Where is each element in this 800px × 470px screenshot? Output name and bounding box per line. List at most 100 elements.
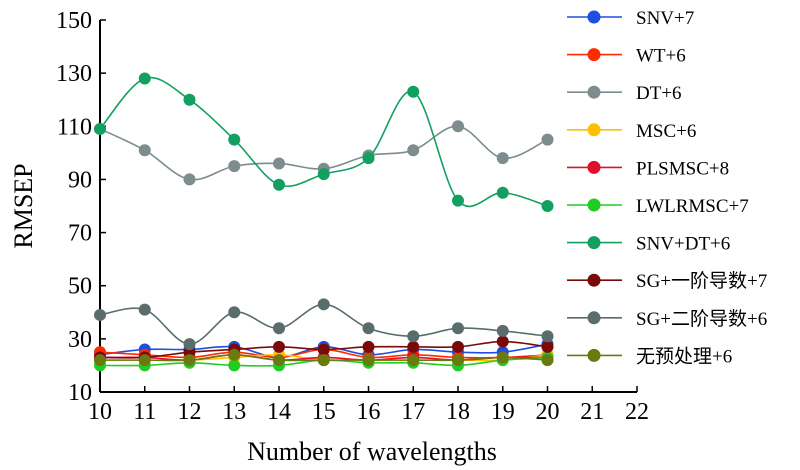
- data-point: [407, 330, 420, 343]
- legend-item: SG+二阶导数+6: [567, 308, 767, 330]
- data-point: [94, 354, 106, 367]
- legend-label: SG+一阶导数+7: [636, 270, 767, 292]
- x-tick-label: 19: [491, 399, 515, 425]
- legend-label: 无预处理+6: [636, 345, 732, 367]
- data-point: [228, 133, 241, 146]
- data-point: [228, 160, 241, 173]
- legend-item: 无预处理+6: [567, 345, 732, 367]
- x-tick-label: 16: [357, 399, 381, 425]
- data-point: [496, 186, 509, 199]
- data-point: [273, 354, 285, 367]
- data-point: [273, 157, 285, 170]
- y-tick-label: 90: [68, 167, 92, 193]
- data-point: [183, 338, 196, 351]
- legend-marker: [587, 123, 601, 137]
- data-point: [228, 359, 241, 372]
- data-point: [183, 173, 196, 186]
- data-point: [541, 354, 554, 367]
- data-point: [138, 144, 151, 157]
- data-point: [273, 178, 285, 191]
- data-point: [496, 351, 509, 364]
- x-tick-label: 18: [446, 399, 470, 425]
- legend-label: WT+6: [636, 46, 686, 67]
- legend-marker: [587, 348, 601, 362]
- data-point: [362, 354, 375, 367]
- data-point: [317, 168, 330, 181]
- legend-item: WT+6: [567, 46, 686, 67]
- data-point: [228, 306, 241, 319]
- data-point: [407, 340, 420, 353]
- series-7: [94, 72, 554, 212]
- legend-label: LWLRMSC+7: [636, 196, 749, 217]
- legend-marker: [587, 160, 601, 174]
- series-line: [99, 76, 548, 208]
- legend: SNV+7 WT+6 DT+6 MSC+6 PLSMSC+8 LWLRMSC+7 SNV+D…: [567, 8, 767, 367]
- data-point: [362, 340, 375, 353]
- data-point: [452, 322, 464, 335]
- y-tick-label: 50: [68, 274, 92, 300]
- data-point: [317, 343, 330, 356]
- data-point: [138, 72, 151, 85]
- data-point: [138, 303, 151, 316]
- x-tick-label: 17: [401, 399, 425, 425]
- data-point: [452, 354, 464, 367]
- data-point: [362, 152, 375, 165]
- data-point: [362, 322, 375, 335]
- data-point: [228, 348, 241, 361]
- data-point: [94, 308, 106, 321]
- y-tick-label: 10: [68, 380, 92, 406]
- legend-marker: [587, 85, 601, 99]
- data-point: [273, 340, 285, 353]
- x-tick-label: 20: [536, 399, 560, 425]
- legend-marker: [587, 273, 601, 287]
- y-tick-label: 150: [56, 8, 92, 34]
- legend-item: MSC+6: [567, 121, 696, 142]
- x-tick-label: 22: [625, 399, 649, 425]
- x-tick-label: 13: [222, 399, 246, 425]
- data-point: [183, 93, 196, 106]
- data-point: [541, 133, 554, 146]
- data-point: [541, 200, 554, 212]
- legend-item: LWLRMSC+7: [567, 196, 749, 217]
- data-point: [273, 322, 285, 335]
- data-point: [317, 298, 330, 311]
- y-tick-label: 30: [68, 327, 92, 353]
- legend-item: SNV+DT+6: [567, 234, 730, 255]
- data-point: [496, 335, 509, 348]
- x-tick-label: 15: [312, 399, 336, 425]
- data-point: [541, 330, 554, 343]
- data-point: [541, 340, 554, 353]
- legend-label: DT+6: [636, 83, 682, 104]
- series-10: [94, 348, 554, 367]
- x-ticks: 10 11 12 13 14 15 16 17 18 19 20 21 22: [88, 386, 649, 425]
- series-8: [94, 335, 554, 364]
- x-axis-title: Number of wavelengths: [247, 437, 497, 466]
- x-tick-label: 10: [88, 399, 112, 425]
- y-axis-title: RMSEP: [9, 163, 38, 248]
- x-tick-label: 14: [267, 399, 291, 425]
- data-point: [94, 122, 106, 135]
- data-point: [496, 152, 509, 165]
- legend-label: SNV+7: [636, 8, 694, 29]
- legend-item: SG+一阶导数+7: [567, 270, 767, 292]
- data-point: [407, 144, 420, 157]
- series-layer: [94, 72, 554, 372]
- legend-marker: [587, 198, 601, 212]
- legend-marker: [587, 10, 601, 24]
- legend-item: PLSMSC+8: [567, 158, 729, 179]
- legend-label: PLSMSC+8: [636, 158, 729, 179]
- legend-item: DT+6: [567, 83, 682, 104]
- y-ticks: 10 30 50 70 90 110 130 150: [56, 8, 106, 406]
- y-tick-label: 130: [56, 61, 92, 87]
- legend-item: SNV+7: [567, 8, 694, 29]
- data-point: [183, 354, 196, 367]
- legend-label: SG+二阶导数+6: [636, 308, 767, 330]
- legend-label: SNV+DT+6: [636, 234, 730, 255]
- data-point: [407, 85, 420, 98]
- legend-marker: [587, 236, 601, 250]
- x-tick-label: 21: [580, 399, 604, 425]
- legend-label: MSC+6: [636, 121, 696, 142]
- x-tick-label: 11: [133, 399, 156, 425]
- data-point: [452, 340, 464, 353]
